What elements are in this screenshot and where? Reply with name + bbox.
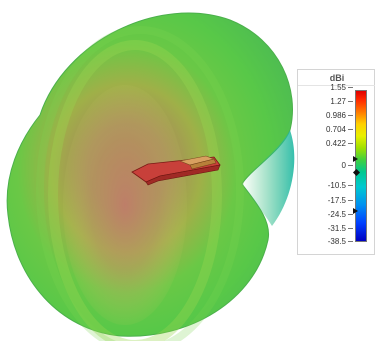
color-scale-legend: dBi 1.55 1.27 0.986 0.704 0.422 0 -10.5 -17.5 -2… (297, 69, 375, 255)
legend-tick-mark (348, 115, 353, 116)
legend-unit-label: dBi (298, 71, 375, 86)
legend-tick-mark (348, 101, 353, 102)
legend-tick-label: -10.5 (327, 181, 346, 190)
color-scale-bar (355, 90, 367, 242)
legend-tick-label: 0.704 (325, 125, 346, 134)
legend-tick-label: 1.55 (330, 83, 346, 92)
legend-tick-mark (348, 143, 353, 144)
legend-tick-mark (348, 185, 353, 186)
legend-tick-label: -17.5 (327, 196, 346, 205)
legend-tick-mark (348, 214, 353, 215)
legend-tick-label: -31.5 (327, 224, 346, 233)
pattern-inner-lobe (63, 85, 187, 325)
legend-tick-mark (348, 241, 353, 242)
legend-tick-mark (348, 87, 353, 88)
antenna-model (131, 155, 221, 186)
legend-tick-mark (348, 228, 353, 229)
legend-tick-label: 0.422 (325, 139, 346, 148)
legend-tick-mark (348, 165, 353, 166)
legend-tick-label: 0 (341, 161, 346, 170)
legend-tick-label: -38.5 (327, 237, 346, 246)
legend-tick-label: 0.986 (325, 111, 346, 120)
max-marker-arrow (353, 156, 358, 162)
legend-tick-label: 1.27 (330, 97, 346, 106)
pattern-null-notch (242, 130, 295, 226)
legend-tick-mark (348, 200, 353, 201)
pattern-contour-band (48, 40, 222, 341)
legend-tick-mark (348, 129, 353, 130)
min-marker-arrow (353, 208, 358, 214)
pattern-contour-band (36, 26, 244, 341)
legend-tick-label: -24.5 (327, 210, 346, 219)
